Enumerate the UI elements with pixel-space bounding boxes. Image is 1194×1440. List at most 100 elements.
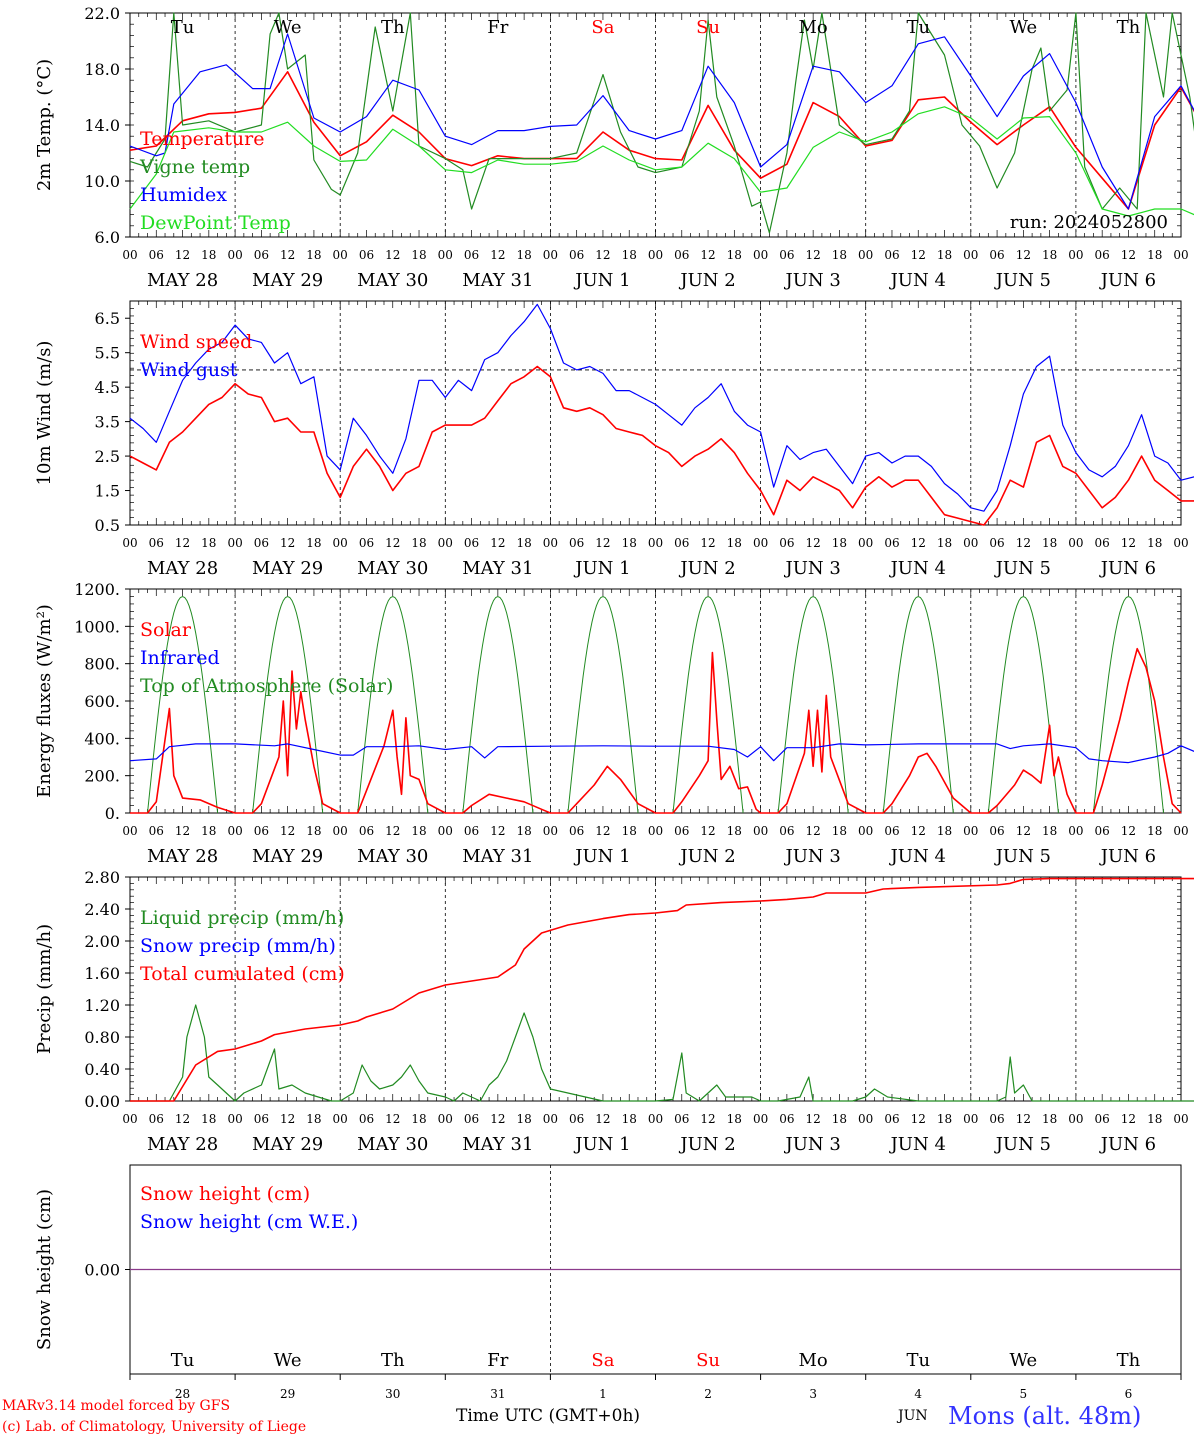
hour-tick-label: 00 [648,1112,663,1126]
hour-tick-label: 18 [1042,536,1057,550]
day-label: MAY 31 [462,558,533,579]
hour-tick-label: 12 [385,536,400,550]
chart-panel-3: 00 06 12 18 00 06 12 18 00 06 12 18 00 06 12 18 00 06 12 18… [34,580,1194,867]
hour-tick-label: 18 [516,248,531,262]
day-label: JUN 6 [1099,558,1156,579]
hour-tick-label: 18 [201,248,216,262]
hour-tick-label: 18 [1147,824,1162,838]
y-tick-label: 5.5 [95,344,120,363]
day-label: JUN 4 [889,1134,946,1155]
hour-tick-label: 00 [333,536,348,550]
hour-tick-label: 00 [227,248,242,262]
hour-tick-label: 00 [648,824,663,838]
plot-frame [129,300,1182,526]
hour-tick-label: 00 [753,824,768,838]
series-line-total-cumulated-cm [130,877,1194,1102]
day-label: JUN 5 [994,846,1051,867]
weekday-label-bottom: Fr [487,1350,508,1371]
day-label: MAY 30 [357,1134,428,1155]
day-label: MAY 29 [252,846,323,867]
legend-entry: Wind speed [140,331,252,353]
weekday-label-top: Su [696,17,720,38]
hour-tick-label: 06 [254,248,269,262]
hour-tick-label: 06 [779,536,794,550]
day-label: JUN 1 [573,270,630,291]
hour-tick-label: 18 [306,248,321,262]
hour-tick-label: 12 [806,824,821,838]
hour-tick-label: 12 [175,824,190,838]
hour-tick-label: 00 [1173,1112,1188,1126]
hour-tick-label: 12 [280,248,295,262]
hour-tick-label: 00 [438,536,453,550]
model-credit: MARv3.14 model forced by GFS [2,1398,231,1414]
hour-tick-label: 12 [490,536,505,550]
series-line-wind-speed [129,365,1194,526]
hour-tick-label: 06 [359,248,374,262]
hour-tick-label: 12 [911,824,926,838]
day-label: JUN 2 [678,846,735,867]
hour-tick-label: 18 [516,536,531,550]
hour-tick-label: 06 [884,536,899,550]
day-number-label: 2 [704,1387,712,1401]
y-tick-label: 2.00 [84,932,120,951]
day-label: MAY 30 [357,558,428,579]
day-number-label: 1 [599,1387,607,1401]
y-tick-label: 1200. [74,580,120,599]
hour-tick-label: 00 [858,248,873,262]
legend-entry: Vigne temp [139,156,250,178]
hour-tick-label: 06 [464,248,479,262]
hour-tick-label: 00 [753,1112,768,1126]
day-number-label: 3 [809,1387,817,1401]
hour-tick-label: 12 [595,536,610,550]
hour-tick-label: 00 [1068,248,1083,262]
y-tick-label: 800. [84,655,120,674]
weekday-label-bottom: Tu [906,1350,930,1371]
weekday-label-top: Tu [171,17,195,38]
hour-tick-label: 00 [227,536,242,550]
day-label: JUN 5 [994,1134,1051,1155]
hour-tick-label: 18 [411,824,426,838]
hour-tick-label: 18 [1147,536,1162,550]
hour-tick-label: 12 [385,824,400,838]
hour-tick-label: 18 [1042,824,1057,838]
hour-tick-label: 12 [700,824,715,838]
hour-tick-label: 18 [937,1112,952,1126]
hour-tick-label: 00 [438,1112,453,1126]
weekday-label-bottom: We [1010,1350,1038,1371]
hour-tick-label: 00 [1068,536,1083,550]
legend-entry: Top of Atmosphere (Solar) [140,675,393,697]
hour-tick-label: 18 [411,248,426,262]
hour-tick-label: 00 [227,824,242,838]
hour-tick-label: 12 [911,536,926,550]
hour-tick-label: 06 [254,1112,269,1126]
hour-tick-label: 00 [333,824,348,838]
weekday-label-top: Th [1117,17,1141,38]
hour-tick-label: 18 [1147,248,1162,262]
weekday-label-top: We [1010,17,1038,38]
station-name: Mons (alt. 48m) [948,1402,1142,1430]
chart-panel-4: 00 06 12 18 00 06 12 18 00 06 12 18 00 06 12 18 00 06 12 18… [34,868,1194,1155]
hour-tick-label: 06 [149,248,164,262]
hour-tick-label: 18 [832,1112,847,1126]
hour-tick-label: 18 [832,536,847,550]
weekday-label-bottom: Tu [171,1350,195,1371]
day-label: MAY 31 [462,846,533,867]
day-label: JUN 6 [1099,270,1156,291]
hour-tick-label: 18 [622,824,637,838]
y-tick-label: 0.00 [84,1261,120,1280]
hour-tick-label: 06 [989,248,1004,262]
hour-tick-label: 18 [622,1112,637,1126]
hour-tick-label: 06 [254,824,269,838]
day-label: JUN 3 [783,1134,840,1155]
y-tick-label: 6.5 [95,309,120,328]
hour-tick-label: 06 [464,824,479,838]
hour-tick-label: 06 [989,536,1004,550]
legend-entry: Liquid precip (mm/h) [140,907,344,929]
hour-tick-label: 06 [779,824,794,838]
y-tick-label: 0.5 [95,516,120,535]
hour-tick-label: 18 [622,536,637,550]
series-line-dewpoint-temp [129,106,1194,217]
hour-tick-label: 18 [201,824,216,838]
hour-tick-label: 06 [464,1112,479,1126]
day-label: JUN 3 [783,270,840,291]
